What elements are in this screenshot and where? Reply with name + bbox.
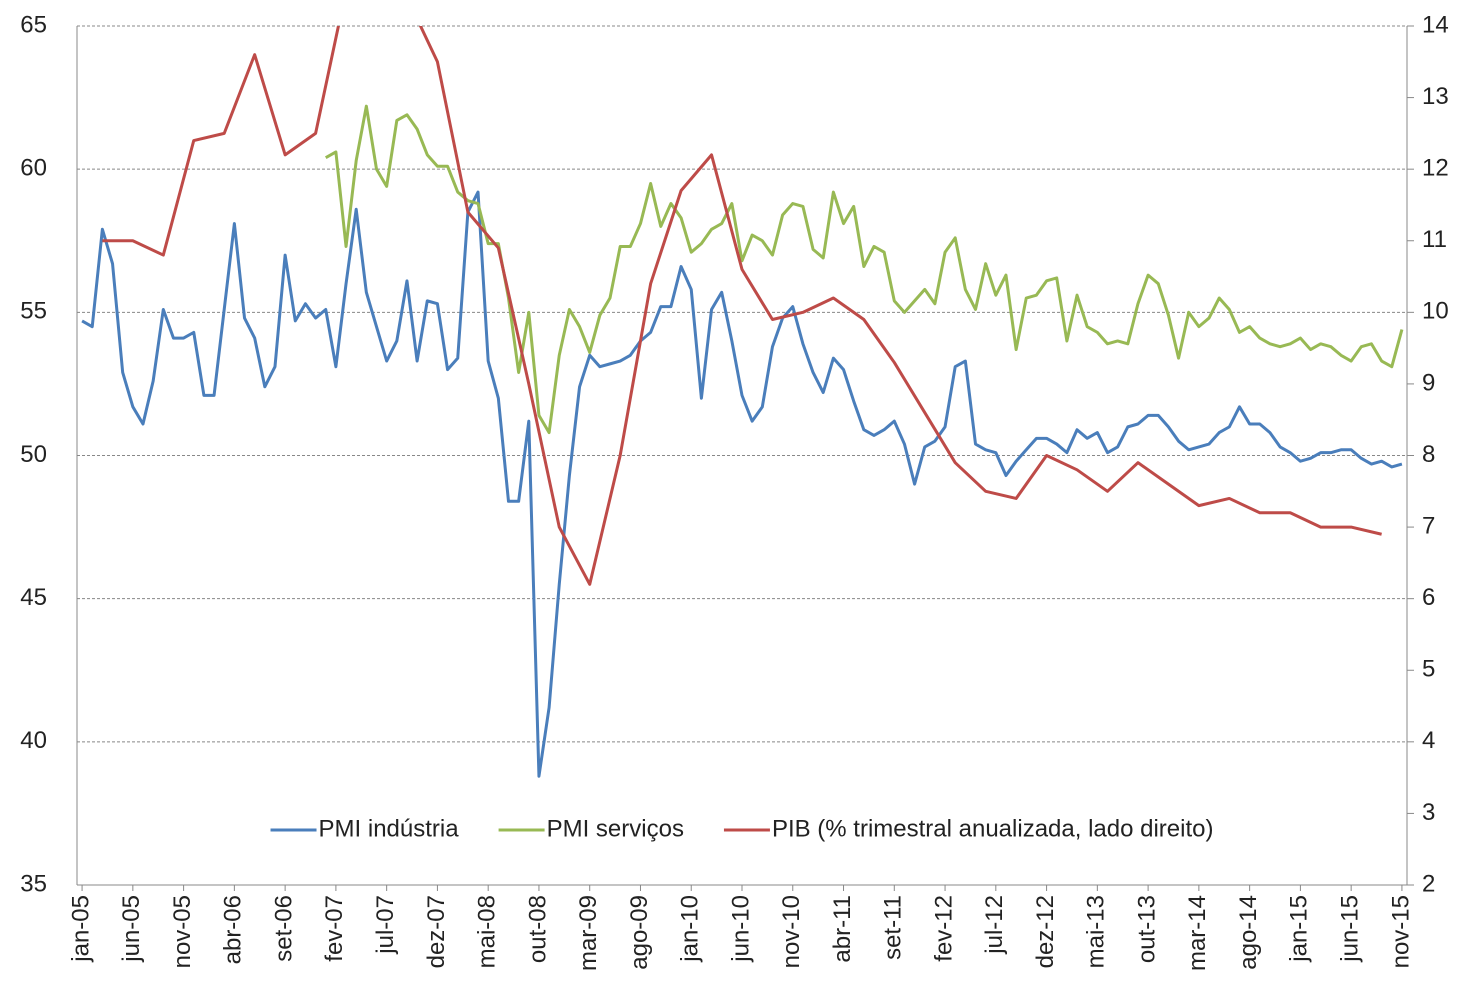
series-line xyxy=(325,104,1404,435)
x-tick-label: mar-14 xyxy=(1184,895,1211,971)
x-tick-label: set-06 xyxy=(270,895,297,962)
x-tick-label: jun-05 xyxy=(118,895,145,963)
y-tick-label: 65 xyxy=(20,11,47,38)
y-tick-label: 50 xyxy=(20,441,47,468)
y-tick-label: 60 xyxy=(20,155,47,182)
x-tick-label: abr-06 xyxy=(220,895,247,964)
y2-tick-label: 10 xyxy=(1422,298,1449,325)
series-line xyxy=(102,26,1382,586)
legend-label: PMI serviços xyxy=(547,815,684,842)
legend-label: PIB (% trimestral anualizada, lado direi… xyxy=(772,815,1214,842)
x-tick-label: jan-05 xyxy=(67,895,94,963)
y2-tick-label: 3 xyxy=(1422,799,1435,826)
y2-tick-label: 9 xyxy=(1422,369,1435,396)
y2-tick-label: 4 xyxy=(1422,727,1435,754)
y2-tick-label: 2 xyxy=(1422,870,1435,897)
x-tick-label: mai-08 xyxy=(474,895,501,968)
x-tick-label: nov-05 xyxy=(169,895,196,968)
x-tick-label: dez-07 xyxy=(423,895,450,968)
y-tick-label: 35 xyxy=(20,870,47,897)
x-tick-label: out-13 xyxy=(1133,895,1160,963)
x-tick-label: mai-13 xyxy=(1083,895,1110,968)
x-tick-label: set-11 xyxy=(880,895,907,960)
legend: PMI indústria PMI serviços PIB (% trimestr… xyxy=(270,815,1214,842)
x-tick-label: jul-07 xyxy=(372,895,399,955)
x-tick-label: jan-15 xyxy=(1286,895,1313,963)
y2-tick-label: 8 xyxy=(1422,441,1435,468)
x-tick-label: jun-10 xyxy=(727,895,754,963)
x-tick-label: ago-14 xyxy=(1235,895,1262,970)
y-tick-label: 45 xyxy=(20,584,47,611)
y2-tick-label: 7 xyxy=(1422,512,1435,539)
y-tick-label: 55 xyxy=(20,298,47,325)
x-tick-label: dez-12 xyxy=(1032,895,1059,968)
x-tick-label: fev-07 xyxy=(321,895,348,962)
y2-tick-label: 11 xyxy=(1422,226,1447,253)
y2-tick-label: 6 xyxy=(1422,584,1435,611)
y2-tick-label: 12 xyxy=(1422,155,1449,182)
y2-tick-label: 13 xyxy=(1422,83,1449,110)
x-tick-label: out-08 xyxy=(524,895,551,963)
x-tick-label: nov-10 xyxy=(778,895,805,968)
x-tick-label: fev-12 xyxy=(930,895,957,962)
x-tick-label: jun-15 xyxy=(1337,895,1364,963)
series-line xyxy=(81,190,1403,778)
plot-area xyxy=(81,26,1404,778)
y2-tick-label: 14 xyxy=(1422,11,1449,38)
x-tick-label: nov-15 xyxy=(1387,895,1414,968)
x-tick-label: ago-09 xyxy=(626,895,653,970)
y2-tick-label: 5 xyxy=(1422,656,1435,683)
y-tick-label: 40 xyxy=(20,727,47,754)
x-tick-label: abr-11 xyxy=(829,895,856,963)
x-tick-label: mar-09 xyxy=(575,895,602,971)
x-tick-label: jul-12 xyxy=(981,895,1008,955)
x-tick-label: jan-10 xyxy=(677,895,704,963)
legend-label: PMI indústria xyxy=(319,815,460,842)
